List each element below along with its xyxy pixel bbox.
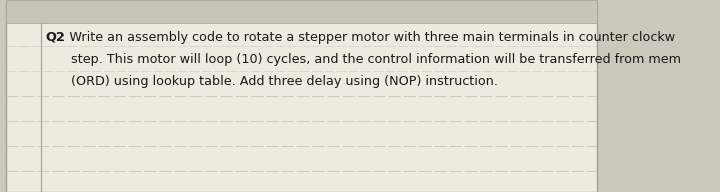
Text: Q2: Q2 (45, 31, 65, 44)
Text: step. This motor will loop (10) cycles, and the control information will be tran: step. This motor will loop (10) cycles, … (71, 53, 680, 66)
FancyBboxPatch shape (6, 0, 597, 23)
FancyBboxPatch shape (6, 2, 597, 192)
Text: : Write an assembly code to rotate a stepper motor with three main terminals in : : Write an assembly code to rotate a ste… (61, 31, 675, 44)
Text: (ORD) using lookup table. Add three delay using (NOP) instruction.: (ORD) using lookup table. Add three dela… (71, 75, 498, 88)
